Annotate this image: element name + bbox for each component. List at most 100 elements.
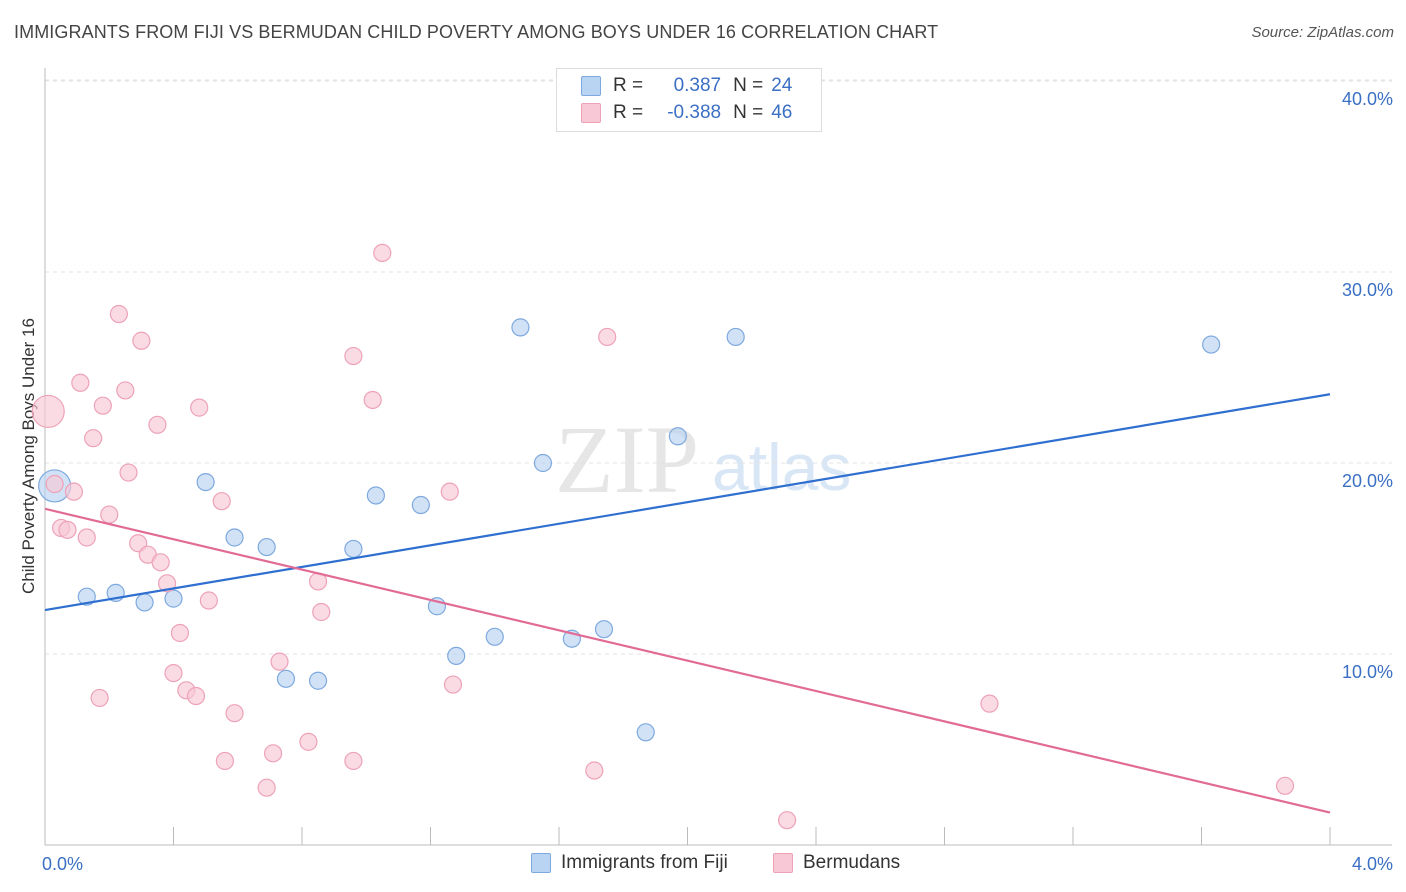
bermuda-point (84, 429, 103, 448)
bermuda-point (212, 492, 231, 511)
bermuda-point (71, 373, 90, 392)
bermuda-swatch-icon (581, 103, 601, 123)
fiji-point (447, 646, 466, 666)
legend-n-value: 24 (771, 75, 793, 96)
bermuda-trend-line (44, 507, 1331, 814)
bermuda-point (64, 482, 84, 501)
bermuda-point (100, 505, 119, 524)
series-name-bermuda: Bermudans (803, 852, 901, 873)
legend-r-label: R = (613, 102, 644, 123)
bermuda-point (585, 761, 604, 780)
bermuda-point (440, 482, 459, 501)
x-tick-label: 0.0% (42, 854, 83, 874)
bermuda-point (58, 520, 77, 539)
bermuda-point (45, 474, 64, 494)
y-tick-label: 20.0% (1342, 471, 1393, 491)
bermuda-point (164, 663, 183, 683)
fiji-point (164, 589, 183, 608)
bermuda-point (31, 394, 65, 429)
fiji-point (225, 528, 244, 547)
bermuda-point (980, 694, 999, 713)
fiji-point (308, 671, 328, 690)
legend-r-value: -0.388 (667, 102, 722, 123)
y-tick-label: 30.0% (1342, 280, 1393, 300)
bermuda-point (186, 686, 206, 706)
bermuda-point (344, 346, 363, 366)
legend-n-label: N = (733, 75, 764, 96)
watermark-zip: ZIP (555, 406, 699, 513)
fiji-swatch-icon (581, 76, 601, 96)
legend-n-value: 46 (771, 102, 793, 123)
fiji-point (257, 537, 276, 557)
fiji-point (485, 627, 504, 646)
bermuda-point (170, 623, 190, 643)
legend-r-value: 0.387 (673, 75, 722, 96)
fiji-point (636, 723, 655, 742)
y-axis-label: Child Poverty Among Boys Under 16 (19, 318, 38, 594)
bermuda-point (215, 751, 234, 771)
legend-n-label: N = (733, 102, 764, 123)
bermuda-point (257, 778, 276, 797)
fiji-point (1202, 335, 1221, 354)
fiji-point (196, 473, 215, 492)
bermuda-point (90, 688, 109, 708)
fiji-point (411, 495, 430, 515)
fiji-point (135, 593, 154, 612)
bermuda-point (263, 744, 283, 763)
bermuda-point (270, 652, 289, 671)
bermuda-point (363, 390, 382, 410)
y-tick-label: 40.0% (1342, 89, 1393, 109)
bermuda-point (119, 463, 138, 482)
bermuda-point (225, 704, 244, 723)
bermuda-point (344, 751, 363, 771)
series-legend-fiji: Immigrants from Fiji (531, 852, 728, 874)
bermuda-point (312, 602, 331, 622)
watermark-atlas: atlas (712, 430, 851, 504)
fiji-point (511, 318, 530, 337)
source-label: Source: ZipAtlas.com (1251, 24, 1394, 41)
tick-labels: 10.0% 20.0% 30.0% 40.0% 0.0% 4.0% (42, 89, 1393, 874)
bermuda-point (151, 553, 170, 572)
bermuda-point (373, 243, 392, 262)
bermuda-point (132, 331, 151, 350)
bermuda-point (299, 732, 318, 751)
bermuda-point (199, 591, 218, 610)
bermuda-point (443, 675, 463, 694)
bermuda-point (1275, 776, 1295, 795)
bermuda-point (109, 304, 128, 324)
watermark: ZIP atlas (555, 406, 851, 513)
legend-row-bermuda: R = -0.388 N = 46 (581, 100, 792, 126)
fiji-trend-line (44, 393, 1331, 612)
fiji-point (366, 486, 385, 505)
trend-lines (44, 393, 1331, 814)
fiji-point (668, 427, 687, 446)
bermuda-point (777, 811, 797, 830)
fiji-point (344, 539, 363, 559)
series-legend-bermuda: Bermudans (773, 852, 900, 874)
legend-row-fiji: R = 0.387 N = 24 (581, 73, 792, 99)
legend-r-label: R = (613, 75, 644, 96)
bermuda-point (157, 574, 177, 593)
correlation-legend: R = 0.387 N = 24 R = -0.388 N = 46 (556, 68, 822, 132)
series-name-fiji: Immigrants from Fiji (561, 852, 728, 873)
fiji-point (276, 669, 296, 688)
bermuda-point (93, 396, 112, 415)
bermuda-point (190, 398, 209, 417)
bermuda-legend-swatch-icon (773, 853, 793, 873)
bermuda-point (77, 528, 96, 547)
fiji-legend-swatch-icon (531, 853, 551, 873)
gridlines (45, 79, 1392, 655)
fiji-point (594, 620, 614, 639)
y-tick-label: 10.0% (1342, 662, 1393, 682)
bermuda-point (598, 327, 617, 347)
fiji-point (77, 587, 96, 606)
x-tick-label: 4.0% (1352, 854, 1393, 874)
fiji-point (533, 453, 553, 473)
chart-title: IMMIGRANTS FROM FIJI VS BERMUDAN CHILD P… (14, 22, 939, 42)
axes (44, 68, 1392, 846)
bermuda-point (148, 415, 167, 434)
fiji-point (726, 327, 745, 347)
data-points (31, 243, 1295, 830)
bermuda-point (116, 381, 135, 400)
